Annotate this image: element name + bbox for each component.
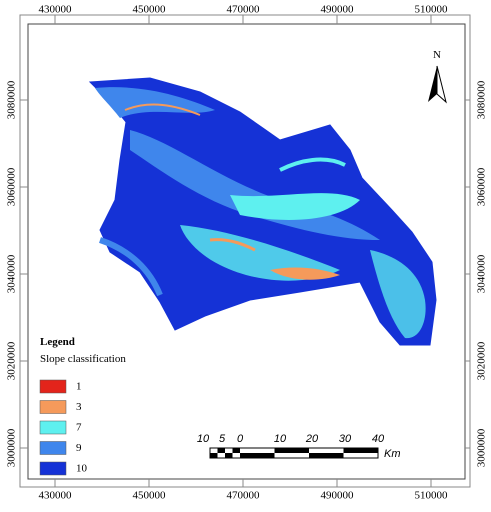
scale-bar-segment	[275, 448, 310, 453]
legend-label: 10	[76, 463, 88, 475]
y-coord-label: 3020000	[476, 341, 488, 380]
scale-bar-segment	[225, 453, 233, 458]
north-label: N	[433, 49, 441, 61]
y-coord-label: 3060000	[6, 167, 18, 206]
legend-swatch	[40, 442, 66, 455]
y-coord-label: 3040000	[476, 254, 488, 293]
scale-label: 0	[237, 433, 244, 445]
x-coord-label: 490000	[321, 4, 355, 16]
scale-label: 5	[219, 433, 226, 445]
x-coord-label: 490000	[321, 490, 355, 502]
legend-swatch	[40, 462, 66, 475]
x-coord-label: 510000	[415, 490, 449, 502]
y-coord-label: 3020000	[6, 341, 18, 380]
scale-bar-segment	[344, 448, 379, 453]
north-arrow-left	[428, 66, 437, 102]
scale-label: 20	[305, 433, 319, 445]
legend-swatch	[40, 380, 66, 393]
legend-label: 9	[76, 442, 82, 454]
y-coord-label: 3080000	[6, 80, 18, 119]
legend-title: Legend	[40, 336, 75, 348]
x-coord-label: 450000	[133, 490, 167, 502]
study-area	[90, 78, 436, 345]
legend-swatch	[40, 421, 66, 434]
scale-bar-segment	[240, 453, 275, 458]
legend-subtitle: Slope classification	[40, 353, 126, 365]
legend-swatch	[40, 401, 66, 414]
x-coord-label: 430000	[39, 4, 73, 16]
legend-label: 1	[76, 381, 82, 393]
scale-label: 10	[197, 433, 210, 445]
scale-bar-segment	[218, 448, 226, 453]
page: {"map": { "x_labels": ["430000", "450000…	[0, 0, 491, 512]
y-coord-label: 3060000	[476, 167, 488, 206]
y-coord-label: 3000000	[476, 428, 488, 467]
north-arrow: N	[428, 49, 446, 102]
scale-label: 30	[339, 433, 352, 445]
scale-bar-segment	[210, 453, 218, 458]
legend-label: 3	[76, 401, 82, 413]
map: N Legend Slope classification 430000 4300…	[0, 0, 491, 507]
x-coord-label: 430000	[39, 490, 73, 502]
x-coord-label: 450000	[133, 4, 167, 16]
scale-label: 40	[372, 433, 385, 445]
scale-bar-segment	[233, 448, 241, 453]
y-coord-label: 3000000	[6, 428, 18, 467]
y-coord-label: 3040000	[6, 254, 18, 293]
scale-label: 10	[274, 433, 287, 445]
x-coord-label: 510000	[415, 4, 449, 16]
legend-label: 7	[76, 422, 82, 434]
y-coord-label: 3080000	[476, 80, 488, 119]
north-arrow-right	[437, 66, 446, 102]
x-coord-label: 470000	[227, 490, 261, 502]
x-coord-label: 470000	[227, 4, 261, 16]
scale-bar-segment	[309, 453, 344, 458]
scale-unit: Km	[384, 448, 401, 460]
